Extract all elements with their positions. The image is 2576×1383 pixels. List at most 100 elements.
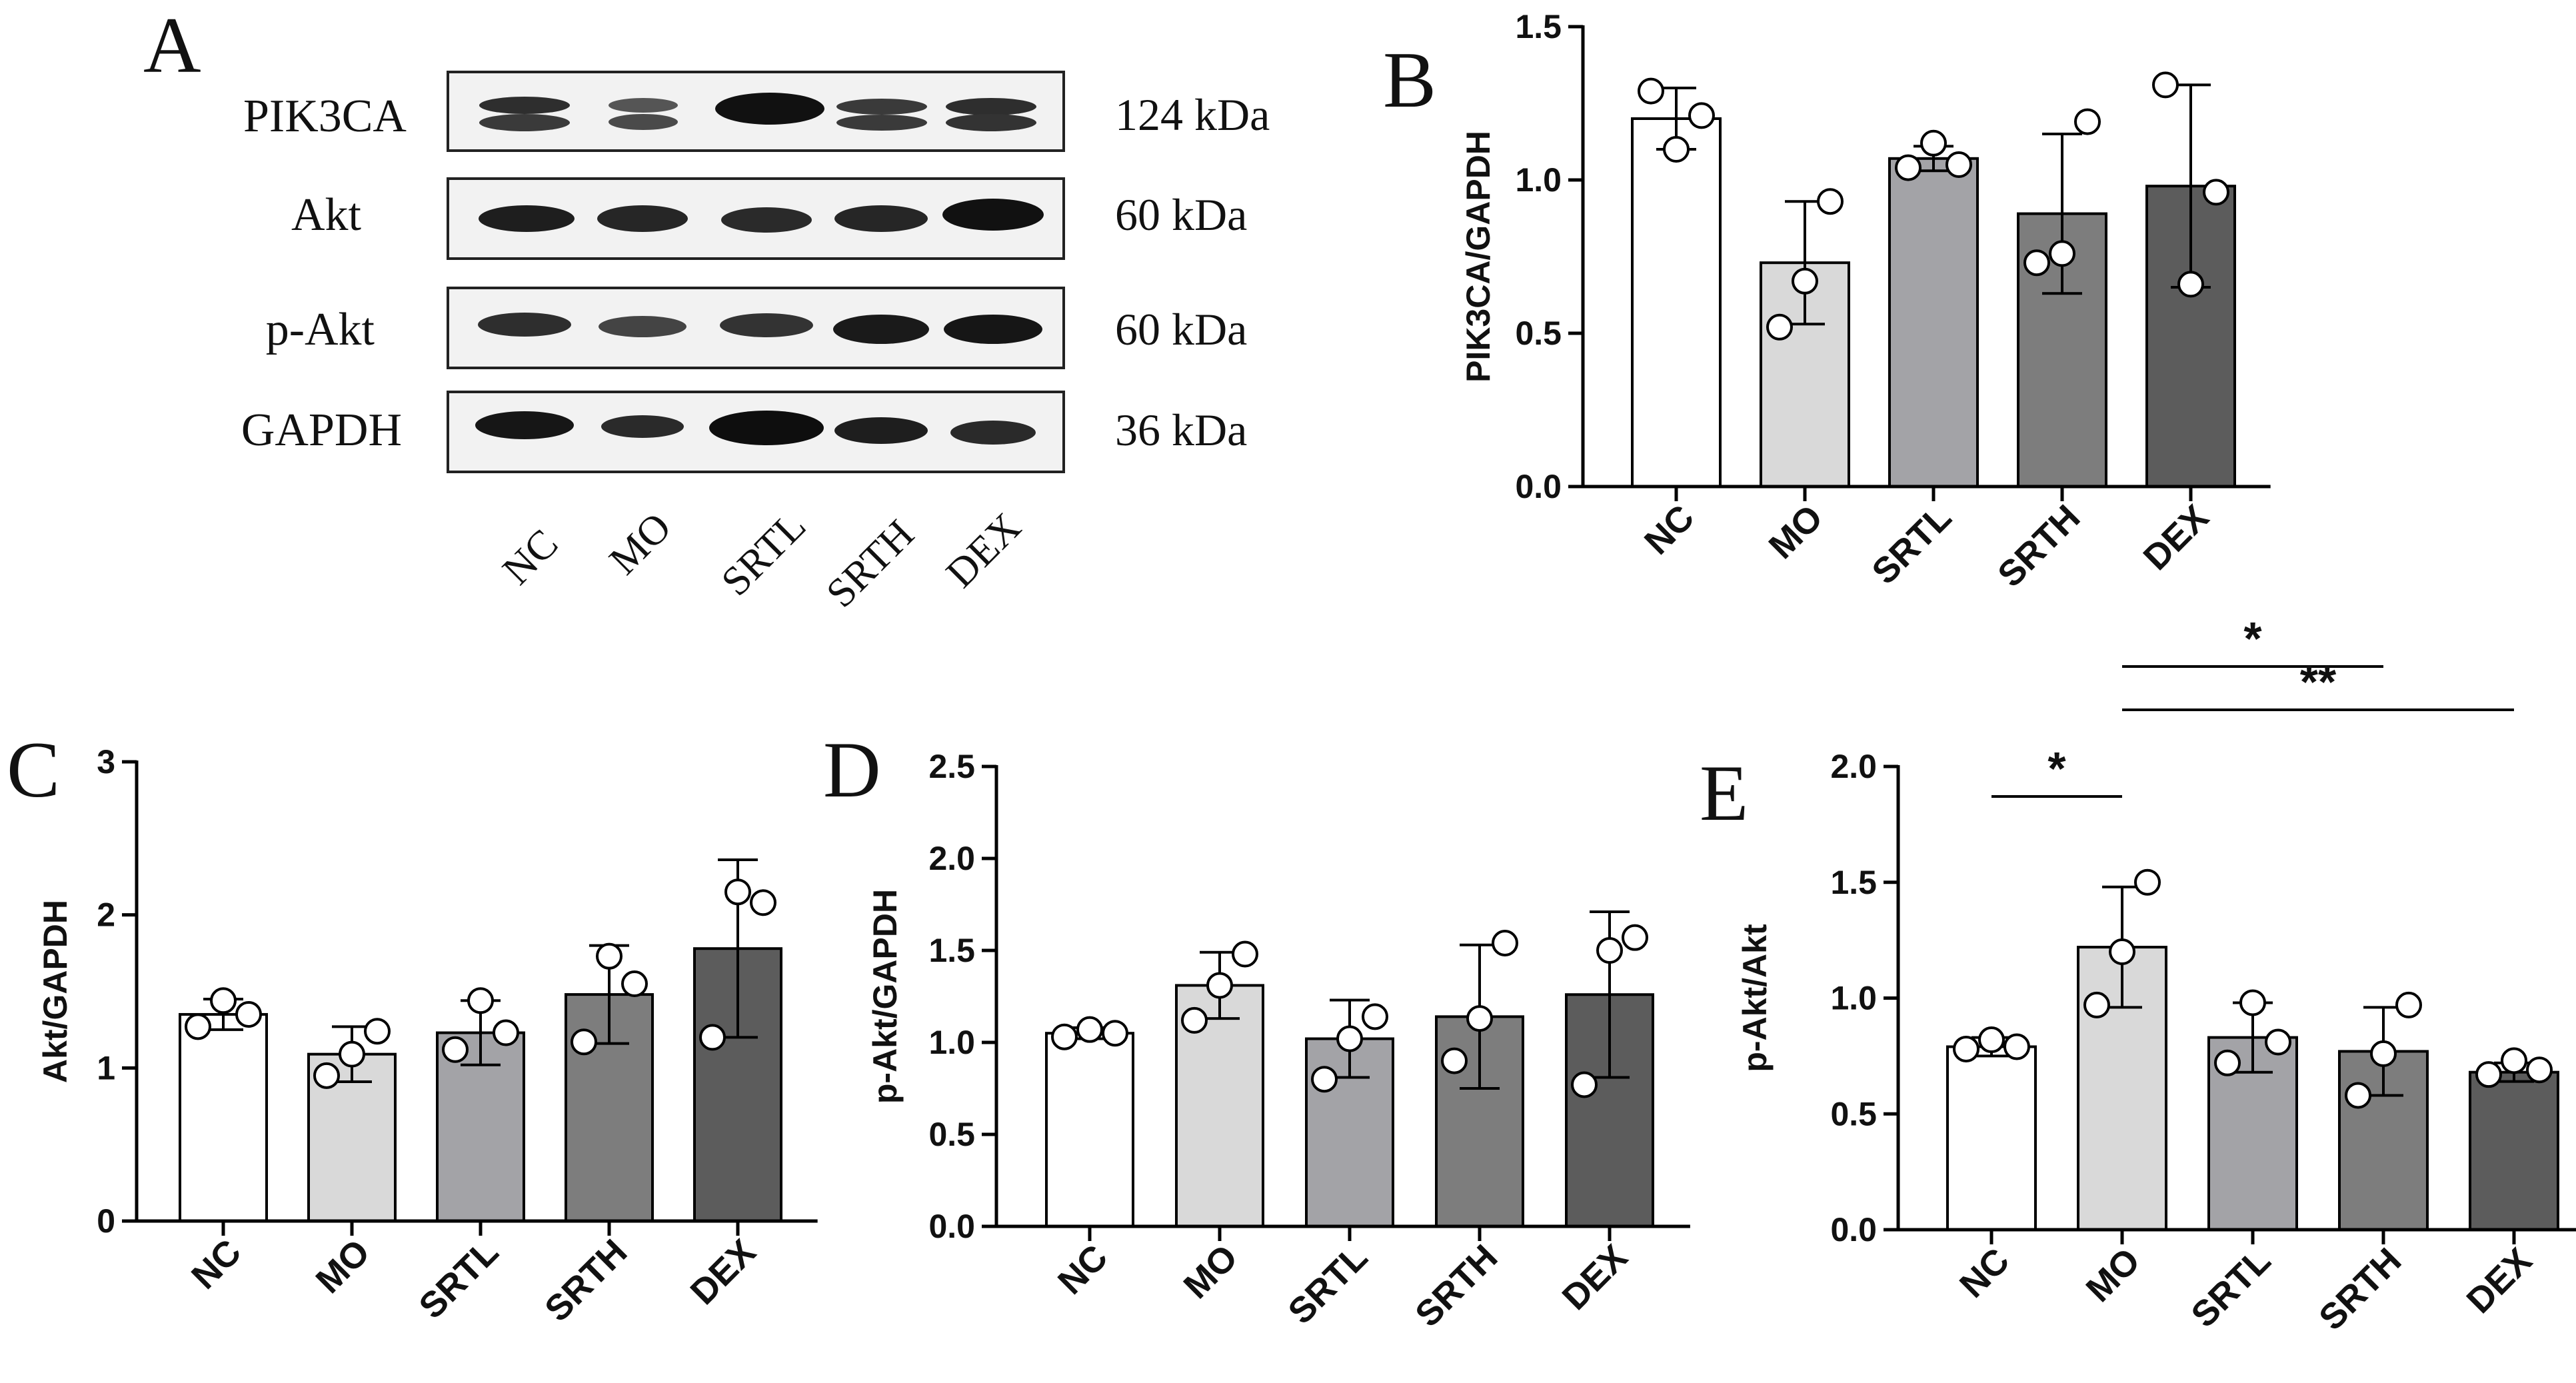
y-tick-label: 0 [97,1202,115,1240]
bar-srtl [1888,157,1979,489]
data-point-srth [621,970,648,998]
y-tick-label: 0.0 [1830,1211,1877,1248]
blot-label-akt: Akt [291,189,362,241]
data-point-nc [1663,136,1690,163]
x-tick-label-nc: NC [1952,1240,2017,1306]
data-point-mo [1232,940,1258,968]
data-point-dex [1596,937,1623,964]
lane-label-srtl: SRTL [713,503,815,605]
panel-b-label: B [1383,35,1436,124]
lane-label-mo: MO [601,504,680,583]
data-point-srth [2049,240,2075,267]
y-axis-label: p-Akt/Akt [1736,924,1774,1072]
blot-label-pik3ca: PIK3CA [243,91,407,142]
x-tick-label-mo: MO [309,1232,378,1301]
data-point-srth [1441,1047,1468,1074]
data-point-dex [699,1024,726,1051]
blot-kda-gapdh: 36 kDa [1115,405,1247,455]
y-tick-label: 2.0 [928,840,975,877]
y-tick-label: 1.0 [1830,980,1877,1017]
data-point-mo [1817,188,1844,215]
chart-c: NC MO SRTL SRTH DEX 0 1 2 3 Akt/GAPDH [37,743,818,1329]
panel-d-label: D [823,725,881,814]
y-tick-label: 1.5 [1830,864,1877,901]
panel-c-label: C [7,725,60,814]
x-tick-label-mo: MO [2079,1240,2148,1310]
data-point-mo [1766,313,1793,341]
data-point-srtl [2265,1028,2291,1056]
y-tick-label: 1.5 [1515,8,1562,45]
x-tick-label-dex: DEX [1555,1237,1636,1318]
data-point-srth [2370,1040,2397,1067]
data-point-srtl [1895,154,1922,181]
panel-e: E NC MO SRTL SRTH DEX 0.0 0.5 1.0 1.5 2.0 p-Akt/Ak… [1700,613,2576,1338]
data-point-srth [596,942,623,970]
significance-marker: * [2047,742,2066,794]
data-point-nc [185,1013,211,1040]
data-point-dex [2177,271,2204,298]
bar-nc [1946,1045,2037,1231]
data-point-nc [210,987,237,1014]
y-tick-label: 2.5 [928,748,975,785]
panel-a: A PIK3CA Akt p-Akt GAPDH 124 kDa 60 kDa … [143,1,1270,617]
data-point-nc [1688,102,1715,129]
y-tick-label: 0.5 [928,1116,975,1153]
y-tick-label: 3 [97,743,115,780]
lane-label-srth: SRTH [818,511,923,617]
data-point-mo [1792,267,1818,295]
y-tick-label: 1.0 [928,1024,975,1061]
x-tick-label-srtl: SRTL [2183,1240,2278,1335]
data-point-dex [2526,1056,2553,1084]
data-point-mo [2083,991,2110,1018]
data-point-srth [2023,249,2050,277]
data-point-dex [2152,71,2179,99]
data-point-srtl [1945,151,1972,178]
blot-kda-p-akt: 60 kDa [1115,304,1247,355]
panel-a-label: A [143,1,201,89]
blot-kda-pik3ca: 124 kDa [1115,89,1270,140]
panel-b: B NC MO SRTL SRTH DEX 0.0 0.5 1.0 1.5 PIK3CA/GAPD… [1383,8,2271,595]
bar-dex [2469,1070,2559,1231]
y-tick-label: 0.0 [928,1208,975,1245]
data-point-nc [1953,1035,1979,1062]
x-tick-label-srtl: SRTL [1280,1237,1375,1332]
bar-nc [1631,117,1722,488]
panel-e-label: E [1700,748,1748,837]
y-axis-label: p-Akt/GAPDH [866,889,904,1104]
x-tick-label-dex: DEX [683,1232,764,1312]
data-point-mo [313,1062,340,1089]
data-point-srtl [2214,1049,2241,1076]
data-point-srtl [1311,1066,1338,1093]
x-tick-label-srtl: SRTL [1864,497,1959,592]
data-point-nc [2003,1033,2030,1060]
data-point-mo [364,1018,391,1045]
data-point-srtl [2239,989,2266,1016]
y-tick-label: 1 [97,1049,115,1086]
lane-label-dex: DEX [938,505,1030,597]
data-point-srth [2074,108,2101,135]
significance-marker: ** [2300,656,2337,708]
data-point-srtl [1336,1025,1363,1052]
data-point-nc [1076,1016,1103,1043]
blot-label-p-akt: p-Akt [266,304,375,355]
x-tick-label-dex: DEX [2459,1240,2540,1321]
chart-e: NC MO SRTL SRTH DEX 0.0 0.5 1.0 1.5 2.0 p-Akt/Akt *… [1736,613,2576,1338]
x-tick-label-srth: SRTH [1990,497,2087,595]
data-point-srth [2345,1082,2371,1109]
data-point-srth [571,1028,597,1056]
x-tick-label-mo: MO [1176,1237,1246,1306]
x-tick-label-srth: SRTH [2311,1240,2409,1338]
y-axis-label: Akt/GAPDH [37,900,74,1083]
y-tick-label: 0.5 [1515,315,1562,352]
data-point-nc [1102,1020,1128,1047]
data-point-mo [339,1040,365,1068]
bar-mo [1760,261,1850,488]
bar-nc [179,1012,268,1222]
y-tick-label: 2 [97,896,115,934]
chart-b: NC MO SRTL SRTH DEX 0.0 0.5 1.0 1.5 PIK3CA/GAPDH [1460,8,2271,595]
data-point-nc [1051,1023,1078,1050]
y-tick-label: 0.0 [1515,468,1562,505]
data-point-dex [1622,924,1648,951]
data-point-srth [1492,929,1518,956]
data-point-dex [2501,1047,2527,1074]
